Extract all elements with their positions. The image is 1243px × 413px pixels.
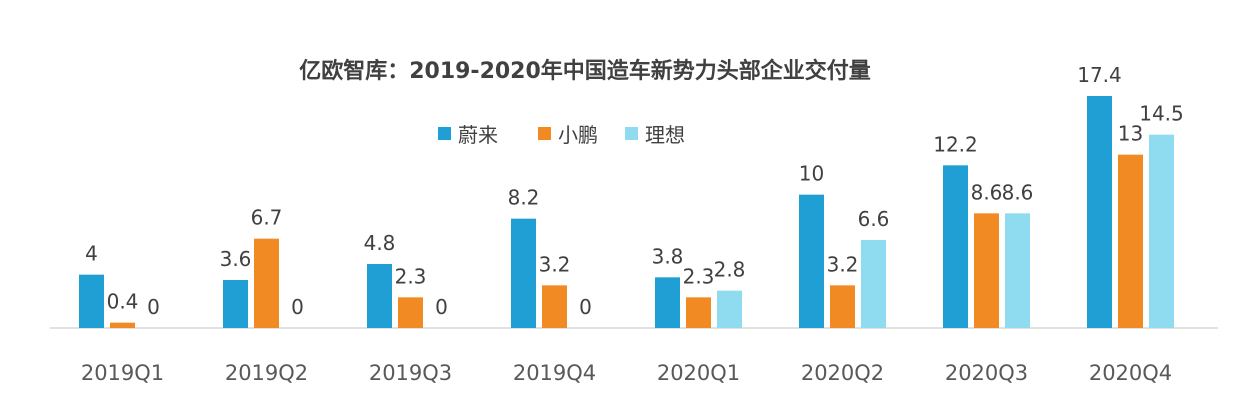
legend-label-nio: 蔚来 bbox=[458, 123, 498, 147]
legend-swatch-xpeng bbox=[538, 127, 551, 140]
value-label-li-2019Q1: 0 bbox=[147, 295, 160, 319]
value-label-xpeng-2019Q1: 0.4 bbox=[107, 290, 139, 314]
x-tick-label-2020Q3: 2020Q3 bbox=[945, 361, 1028, 385]
value-label-xpeng-2020Q4: 13 bbox=[1118, 122, 1143, 146]
x-tick-label-2020Q2: 2020Q2 bbox=[801, 361, 884, 385]
legend-label-xpeng: 小鹏 bbox=[558, 123, 598, 147]
value-label-nio-2020Q4: 17.4 bbox=[1077, 63, 1122, 87]
x-tick-labels-group: 2019Q1 2019Q2 2019Q3 2019Q4 2020Q1 2020Q2 2020… bbox=[81, 361, 1172, 385]
value-label-nio-2019Q4: 8.2 bbox=[508, 186, 540, 210]
bar-xpeng-2019Q4 bbox=[542, 285, 567, 328]
legend-swatch-li bbox=[625, 127, 638, 140]
bar-xpeng-2019Q2 bbox=[254, 238, 279, 328]
x-tick-label-2020Q1: 2020Q1 bbox=[657, 361, 740, 385]
x-tick-label-2019Q4: 2019Q4 bbox=[513, 361, 596, 385]
bar-xpeng-2019Q1 bbox=[110, 322, 135, 328]
x-tick-label-2019Q2: 2019Q2 bbox=[225, 361, 308, 385]
bar-xpeng-2020Q4 bbox=[1118, 154, 1143, 328]
value-label-nio-2019Q1: 4 bbox=[85, 242, 98, 266]
value-label-xpeng-2020Q2: 3.2 bbox=[827, 252, 859, 276]
bar-nio-2019Q2 bbox=[223, 280, 248, 328]
value-label-nio-2020Q2: 10 bbox=[799, 162, 824, 186]
legend-label-li: 理想 bbox=[645, 123, 685, 147]
value-label-nio-2019Q3: 4.8 bbox=[364, 231, 396, 255]
bar-nio-2019Q3 bbox=[367, 264, 392, 328]
value-label-xpeng-2019Q2: 6.7 bbox=[251, 206, 283, 230]
legend-swatch-nio bbox=[438, 127, 451, 140]
value-label-li-2020Q2: 6.6 bbox=[858, 207, 890, 231]
x-tick-label-2019Q3: 2019Q3 bbox=[369, 361, 452, 385]
bar-xpeng-2020Q1 bbox=[686, 297, 711, 328]
value-label-xpeng-2020Q1: 2.3 bbox=[683, 264, 715, 288]
bar-xpeng-2019Q3 bbox=[398, 297, 423, 328]
bar-nio-2019Q4 bbox=[511, 218, 536, 328]
value-labels-group: 40.4 03.66.704.82.308.23.203.82.3 2.8103.2… bbox=[85, 63, 1184, 319]
x-tick-label-2020Q4: 2020Q4 bbox=[1089, 361, 1172, 385]
value-label-li-2019Q4: 0 bbox=[579, 295, 592, 319]
value-label-nio-2019Q2: 3.6 bbox=[220, 247, 252, 271]
x-tick-label-2019Q1: 2019Q1 bbox=[81, 361, 164, 385]
bar-xpeng-2020Q3 bbox=[974, 213, 999, 328]
bar-nio-2020Q1 bbox=[655, 277, 680, 328]
value-label-nio-2020Q3: 12.2 bbox=[933, 132, 978, 156]
bar-li-2020Q2 bbox=[861, 240, 886, 328]
bar-li-2020Q4 bbox=[1149, 134, 1174, 328]
value-label-li-2019Q2: 0 bbox=[291, 295, 304, 319]
value-label-li-2019Q3: 0 bbox=[435, 295, 448, 319]
bar-li-2020Q3 bbox=[1005, 213, 1030, 328]
value-label-li-2020Q1: 2.8 bbox=[714, 258, 746, 282]
bar-nio-2020Q2 bbox=[799, 194, 824, 328]
bar-nio-2020Q4 bbox=[1087, 96, 1112, 328]
bar-xpeng-2020Q2 bbox=[830, 285, 855, 328]
chart-title: 亿欧智库：2019-2020年中国造车新势力头部企业交付量 bbox=[299, 58, 871, 84]
legend: 蔚来 小鹏 理想 bbox=[438, 123, 685, 147]
value-label-xpeng-2019Q3: 2.3 bbox=[395, 264, 427, 288]
value-label-li-2020Q3: 8.6 bbox=[1002, 180, 1034, 204]
value-label-xpeng-2019Q4: 3.2 bbox=[539, 252, 571, 276]
bar-nio-2020Q3 bbox=[943, 165, 968, 328]
bars-group bbox=[79, 96, 1174, 328]
value-label-li-2020Q4: 14.5 bbox=[1139, 102, 1184, 126]
value-label-nio-2020Q1: 3.8 bbox=[652, 244, 684, 268]
bar-li-2020Q1 bbox=[717, 290, 742, 328]
bar-nio-2019Q1 bbox=[79, 274, 104, 328]
value-label-xpeng-2020Q3: 8.6 bbox=[971, 180, 1003, 204]
